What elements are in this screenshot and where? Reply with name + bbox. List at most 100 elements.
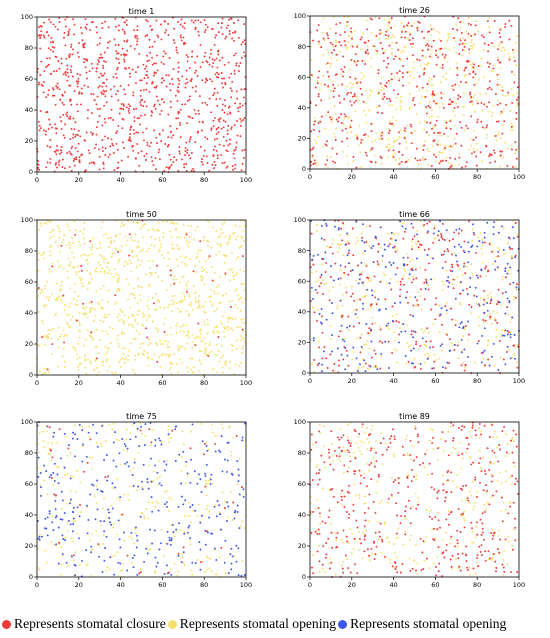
data-point	[178, 453, 181, 456]
data-point	[93, 308, 96, 311]
data-point	[101, 424, 104, 427]
data-point	[39, 74, 42, 76]
data-point	[127, 354, 130, 357]
data-point	[101, 74, 103, 77]
data-point	[465, 30, 468, 33]
data-point	[156, 477, 159, 480]
data-point	[220, 22, 223, 24]
data-point	[222, 354, 225, 357]
data-point	[496, 266, 499, 269]
data-point	[89, 334, 92, 337]
data-point	[93, 147, 96, 150]
data-point	[440, 134, 443, 137]
data-point	[357, 99, 360, 102]
data-point	[100, 226, 103, 229]
data-point	[315, 104, 317, 107]
data-point	[323, 346, 326, 349]
data-point	[129, 75, 132, 78]
data-point	[46, 425, 49, 428]
data-point	[117, 124, 120, 127]
data-point	[223, 77, 226, 80]
data-point	[333, 87, 336, 90]
y-tick-label: 0	[29, 371, 33, 379]
data-point	[45, 470, 48, 473]
data-point	[84, 354, 87, 357]
data-point	[58, 326, 61, 329]
data-point	[335, 152, 338, 155]
plot-frame	[309, 15, 520, 170]
data-point	[333, 225, 336, 228]
data-point	[501, 86, 504, 89]
data-point	[109, 88, 112, 91]
data-point	[60, 145, 63, 148]
data-point	[54, 508, 57, 511]
data-point	[469, 101, 472, 103]
data-point	[428, 116, 431, 119]
data-point	[311, 258, 314, 261]
data-point	[122, 224, 125, 227]
data-point	[79, 244, 82, 247]
data-point	[177, 371, 180, 374]
data-point	[136, 37, 139, 40]
data-point	[153, 40, 156, 43]
data-point	[492, 342, 495, 345]
data-point	[164, 143, 167, 145]
data-point	[326, 154, 329, 157]
data-point	[69, 138, 72, 140]
data-point	[132, 221, 135, 224]
data-point	[52, 88, 55, 91]
data-point	[185, 169, 188, 172]
data-point	[46, 534, 49, 537]
data-point	[451, 263, 453, 266]
data-point	[320, 237, 323, 240]
data-point	[362, 532, 365, 535]
data-point	[150, 110, 153, 113]
data-point	[107, 117, 110, 120]
data-point	[90, 161, 93, 164]
data-point	[171, 243, 174, 246]
data-point	[432, 241, 435, 244]
data-point	[444, 260, 447, 263]
data-point	[428, 220, 431, 223]
data-point	[171, 295, 174, 298]
data-point	[330, 57, 333, 60]
data-point	[175, 331, 178, 334]
x-tick-label: 60	[158, 379, 166, 387]
data-point	[131, 424, 134, 427]
data-point	[426, 148, 429, 151]
data-point	[473, 67, 475, 70]
data-point	[389, 561, 392, 564]
data-point	[319, 321, 322, 324]
data-point	[407, 277, 410, 280]
data-point	[78, 161, 81, 164]
data-point	[358, 273, 361, 276]
data-point	[141, 225, 144, 228]
data-point	[37, 269, 40, 272]
data-point	[419, 367, 422, 370]
data-point	[59, 98, 62, 101]
data-point	[112, 144, 115, 147]
data-point	[184, 154, 186, 157]
data-point	[492, 64, 495, 67]
data-point	[130, 270, 133, 273]
data-point	[169, 82, 171, 85]
data-point	[424, 361, 427, 364]
data-point	[468, 573, 471, 576]
data-point	[425, 131, 428, 134]
data-point	[513, 60, 516, 63]
data-point	[154, 238, 157, 241]
data-point	[124, 357, 127, 360]
data-point	[88, 162, 91, 165]
data-point	[54, 25, 57, 28]
data-point	[191, 357, 194, 360]
data-point	[461, 457, 464, 460]
data-point	[70, 318, 72, 321]
data-point	[238, 457, 241, 460]
data-point	[370, 18, 373, 21]
data-point	[203, 442, 206, 445]
data-point	[191, 117, 194, 120]
data-point	[516, 35, 518, 38]
data-point	[91, 243, 94, 246]
data-point	[150, 480, 153, 483]
data-point	[398, 151, 401, 153]
